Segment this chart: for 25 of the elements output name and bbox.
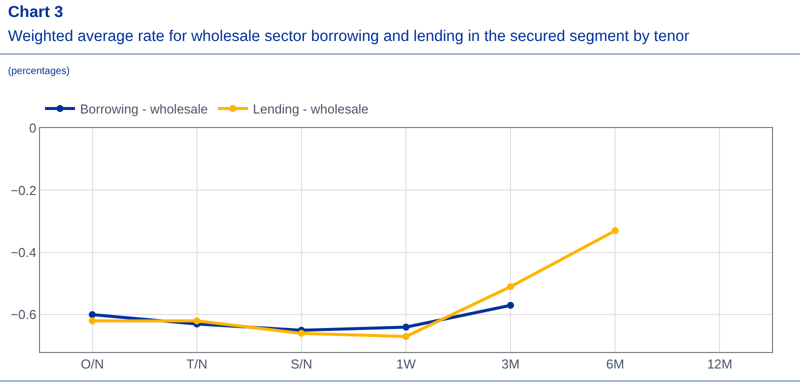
point (402, 332, 410, 340)
point (507, 302, 514, 309)
point (612, 227, 619, 234)
x-tick-label: 1W (396, 356, 416, 372)
y-tick-label: 0 (29, 120, 36, 136)
x-tick-label: 6M (606, 356, 624, 372)
point (298, 330, 305, 337)
x-tick-label: 3M (502, 356, 520, 372)
x-tick-label: T/N (186, 356, 208, 372)
point (402, 324, 410, 331)
x-tick-label: S/N (290, 356, 312, 372)
point (88, 311, 96, 318)
chart-title: Chart 3 (8, 4, 64, 21)
y-tick-label: −0.6 (10, 307, 36, 322)
legend-label: Borrowing - wholesale (80, 102, 208, 117)
x-tick-label: 12M (707, 356, 732, 372)
text: (percentages) (8, 66, 70, 77)
y-tick-label: −0.4 (10, 244, 36, 260)
point (193, 317, 200, 324)
point (88, 317, 96, 324)
y-tick-label: −0.2 (10, 182, 36, 198)
chart-subtitle: Weighted average rate for wholesale sector borrowing and lending in the secured segment by tenor (8, 28, 690, 45)
x-tick-label: O/N (80, 356, 104, 372)
point (507, 283, 514, 290)
legend-label: Lending - wholesale (252, 102, 369, 117)
